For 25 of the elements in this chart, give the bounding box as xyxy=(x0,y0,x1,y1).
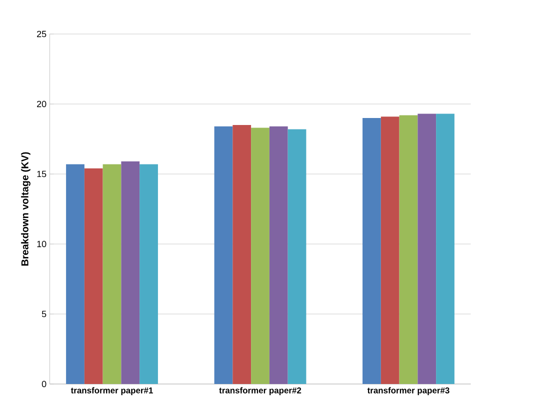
y-tick-label: 20 xyxy=(37,100,46,108)
x-tick-label: transformer paper#2 xyxy=(219,387,302,396)
bar xyxy=(436,114,454,384)
bar xyxy=(214,126,233,384)
bar xyxy=(399,115,418,384)
bar xyxy=(251,128,270,384)
bar xyxy=(380,116,400,384)
bar xyxy=(232,125,252,384)
bar xyxy=(84,168,103,384)
x-tick-label: transformer paper#1 xyxy=(70,387,153,396)
y-tick-label: 15 xyxy=(37,170,46,178)
y-tick-label: 10 xyxy=(37,240,46,248)
y-tick-label: 0 xyxy=(42,380,46,388)
y-tick-label: 25 xyxy=(37,30,46,38)
bar xyxy=(418,114,436,384)
bar xyxy=(66,164,84,384)
bar xyxy=(362,118,381,384)
bar xyxy=(121,161,140,384)
bar xyxy=(269,126,288,384)
y-axis-title: Breakdown voltage (KV) xyxy=(21,152,30,266)
x-tick-label: transformer paper#3 xyxy=(367,387,450,396)
y-tick-label: 5 xyxy=(42,310,46,318)
bar xyxy=(140,164,158,384)
bar xyxy=(102,164,122,384)
bar xyxy=(288,129,306,384)
